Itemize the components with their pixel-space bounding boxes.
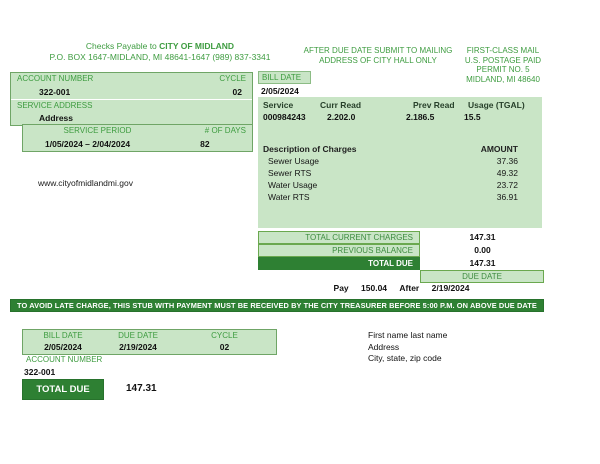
stub-total-due-value: 147.31 — [126, 383, 157, 394]
previous-balance-row: PREVIOUS BALANCE 0.00 — [258, 244, 545, 257]
total-due-label: TOTAL DUE — [258, 257, 420, 270]
bill-date-value: 2/05/2024 — [261, 86, 299, 96]
postage-line-2: U.S. POSTAGE PAID — [464, 55, 542, 65]
account-box: ACCOUNT NUMBER CYCLE 322-001 02 SERVICE … — [10, 72, 253, 126]
total-current-charges-value: 147.31 — [469, 232, 496, 242]
charges-header: Description of Charges — [263, 144, 357, 154]
previous-balance-value: 0.00 — [474, 245, 491, 255]
service-period-value-row: 1/05/2024 – 2/04/2024 82 — [23, 138, 252, 151]
meter-value-usage: 15.5 — [464, 112, 481, 122]
addressee-address: Address — [368, 341, 400, 352]
total-current-charges-row: TOTAL CURRENT CHARGES 147.31 — [258, 231, 545, 244]
po-box-line: P.O. BOX 1647-MIDLAND, MI 48641-1647 (98… — [49, 51, 271, 62]
postage-block: FIRST-CLASS MAIL U.S. POSTAGE PAID PERMI… — [456, 46, 550, 84]
account-header-row: ACCOUNT NUMBER CYCLE — [11, 73, 252, 86]
meter-header-service: Service — [263, 100, 294, 110]
late-pay-amount: 150.04 — [361, 283, 388, 293]
charge-item-label: Sewer Usage — [268, 156, 320, 166]
charge-item-amount: 49.32 — [496, 168, 518, 178]
stub-cycle-label: CYCLE — [211, 331, 238, 340]
total-current-charges-label: TOTAL CURRENT CHARGES — [258, 231, 420, 244]
stub-bill-date-value: 2/05/2024 — [44, 342, 82, 352]
stub-due-date-value: 2/19/2024 — [119, 342, 157, 352]
stub-table: BILL DATE DUE DATE CYCLE 2/05/2024 2/19/… — [22, 329, 277, 355]
late-pay-line: Pay 150.04 After 2/19/2024 — [258, 283, 545, 293]
service-address-value: Address — [39, 113, 74, 123]
mail-notice-line1: AFTER DUE DATE SUBMIT TO MAILING — [303, 46, 453, 55]
stub-header-row: BILL DATE DUE DATE CYCLE — [23, 330, 276, 342]
due-date-label-box: DUE DATE — [420, 270, 544, 283]
service-charges-box: Service Curr Read Prev Read Usage (TGAL)… — [258, 97, 542, 228]
charge-item-amount: 23.72 — [496, 180, 518, 190]
previous-balance-label: PREVIOUS BALANCE — [258, 244, 420, 257]
after-label: After — [399, 283, 420, 293]
service-address-header-row: SERVICE ADDRESS — [11, 99, 252, 112]
postage-line-1: FIRST-CLASS MAIL — [466, 46, 540, 55]
city-name: CITY OF MIDLAND — [159, 41, 235, 51]
website-url: www.cityofmidlandmi.gov — [38, 178, 133, 188]
late-pay-date: 2/19/2024 — [431, 283, 470, 293]
stub-value-row: 2/05/2024 2/19/2024 02 — [23, 342, 276, 354]
account-number-label: ACCOUNT NUMBER — [17, 74, 94, 83]
checks-payable-block: Checks Payable to CITY OF MIDLAND P.O. B… — [10, 41, 310, 62]
service-period-header-row: SERVICE PERIOD # OF DAYS — [23, 125, 252, 138]
service-address-label: SERVICE ADDRESS — [17, 101, 93, 110]
stub-account-number-label: ACCOUNT NUMBER — [26, 355, 103, 364]
stub-due-date-label: DUE DATE — [118, 331, 158, 340]
meter-header-prev-read: Prev Read — [413, 100, 455, 110]
stub-cycle-value: 02 — [219, 342, 230, 352]
charge-item-label: Water RTS — [268, 192, 310, 202]
mail-notice-block: AFTER DUE DATE SUBMIT TO MAILING ADDRESS… — [300, 46, 456, 65]
cycle-value: 02 — [232, 87, 242, 97]
stub-account-number-value: 322-001 — [24, 367, 56, 377]
meter-value-service: 000984243 — [263, 112, 306, 122]
account-value-row: 322-001 02 — [11, 86, 252, 99]
late-charge-banner: TO AVOID LATE CHARGE, THIS STUB WITH PAY… — [10, 299, 544, 312]
days-value: 82 — [200, 139, 210, 149]
service-period-value: 1/05/2024 – 2/04/2024 — [45, 139, 131, 149]
days-label: # OF DAYS — [204, 126, 246, 135]
addressee-name: First name last name — [368, 330, 448, 340]
pay-label: Pay — [333, 283, 349, 293]
charge-item-label: Sewer RTS — [268, 168, 312, 178]
bill-date-label-box: BILL DATE — [258, 71, 311, 84]
stub-total-due-box: TOTAL DUE — [22, 379, 104, 400]
service-address-value-row: Address — [11, 112, 252, 125]
meter-value-curr-read: 2.202.0 — [327, 112, 356, 122]
charge-item-amount: 36.91 — [496, 192, 518, 202]
amount-header: AMOUNT — [480, 144, 518, 154]
meter-header-usage: Usage (TGAL) — [468, 100, 525, 110]
postage-line-4: MIDLAND, MI 48640 — [466, 74, 540, 84]
total-due-row: TOTAL DUE 147.31 — [258, 257, 545, 270]
checks-payable-prefix: Checks Payable to — [85, 41, 160, 51]
addressee-city-state-zip: City, state, zip code — [368, 353, 442, 363]
cycle-label: CYCLE — [219, 74, 246, 83]
service-period-label: SERVICE PERIOD — [63, 126, 132, 135]
total-due-value: 147.31 — [469, 258, 496, 268]
service-period-box: SERVICE PERIOD # OF DAYS 1/05/2024 – 2/0… — [22, 124, 253, 152]
checks-payable-line: Checks Payable to CITY OF MIDLAND — [10, 41, 310, 52]
meter-value-prev-read: 2.186.5 — [406, 112, 435, 122]
account-number-value: 322-001 — [39, 87, 71, 97]
addressee-block: First name last name Address City, state… — [368, 330, 447, 365]
charge-item-amount: 37.36 — [496, 156, 518, 166]
postage-line-3: PERMIT NO. 5 — [476, 65, 530, 74]
stub-bill-date-label: BILL DATE — [43, 331, 83, 340]
meter-header-curr-read: Curr Read — [320, 100, 362, 110]
charge-item-label: Water Usage — [268, 180, 318, 190]
mail-notice-line2: ADDRESS OF CITY HALL ONLY — [319, 55, 437, 65]
